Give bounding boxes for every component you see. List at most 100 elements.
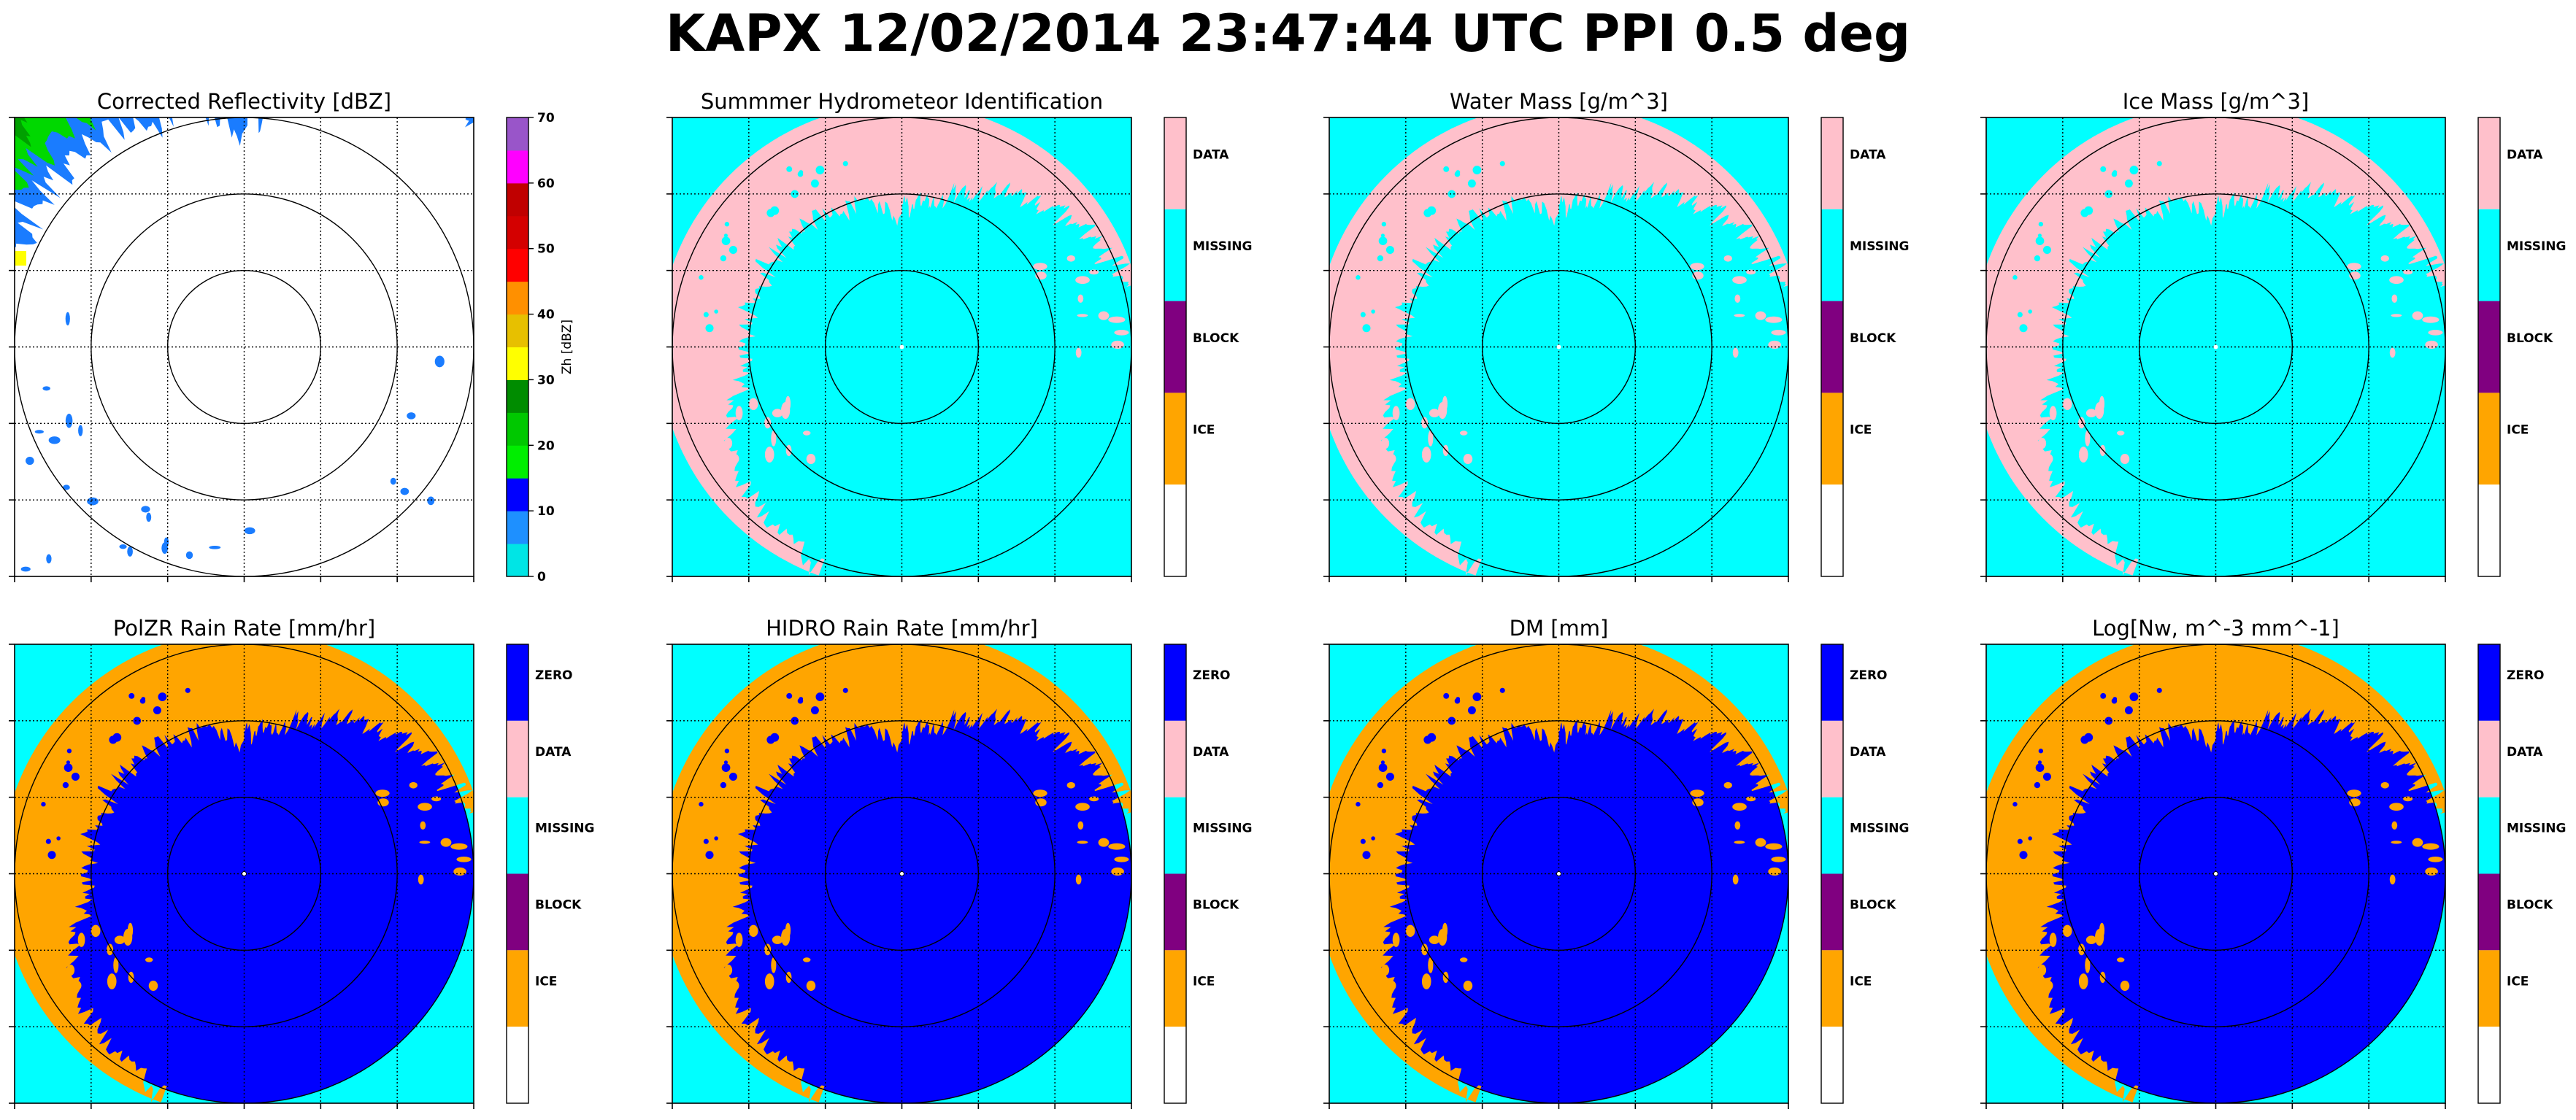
echo-gap	[2129, 166, 2139, 174]
echo-speckle	[2095, 401, 2104, 420]
echo-speckle	[1114, 329, 1129, 336]
echo-gap	[2080, 735, 2089, 744]
plot-background	[15, 117, 474, 576]
colorbar-segment	[507, 182, 528, 217]
colorbar-category-label: MISSING	[1193, 822, 1252, 836]
echo-speckle	[2049, 406, 2057, 420]
echo-speckle	[2347, 263, 2361, 271]
echo-gap	[56, 836, 61, 841]
echo-speckle	[748, 398, 758, 411]
echo-gap	[1385, 772, 1394, 781]
echo-gap	[2034, 255, 2041, 262]
panel-title: PolZR Rain Rate [mm/hr]	[113, 616, 375, 641]
colorbar-frame	[506, 644, 529, 1104]
radar-site-marker	[1556, 871, 1561, 876]
colorbar-tick-label: 20	[537, 439, 555, 453]
colorbar-category-label: BLOCK	[2507, 897, 2553, 912]
echo-gap	[2035, 763, 2045, 772]
echo-gap	[815, 692, 825, 701]
echo-gap	[699, 802, 704, 807]
echo-gap	[2012, 275, 2018, 280]
panel-title: Corrected Reflectivity [dBZ]	[97, 89, 391, 114]
echo-gap	[1423, 209, 1432, 217]
echo-speckle	[735, 932, 743, 947]
echo-speckle	[42, 386, 50, 391]
echo-speckle	[1066, 781, 1075, 789]
echo-speckle	[185, 551, 193, 560]
colorbar: DATA MISSING BLOCK ICE	[1164, 117, 1252, 577]
echo-speckle	[65, 413, 73, 428]
echo-speckle	[2425, 340, 2438, 349]
echo-speckle	[1771, 329, 1786, 336]
echo-gap	[2104, 717, 2113, 725]
echo-speckle	[2391, 841, 2402, 844]
echo-speckle	[1459, 430, 1468, 436]
echo-gap	[2124, 179, 2133, 188]
echo-gap	[1362, 851, 1371, 860]
colorbar-segment	[1164, 393, 1186, 485]
echo-gap	[1371, 309, 1375, 314]
echo-speckle	[1114, 856, 1129, 862]
echo-speckle	[2403, 796, 2413, 802]
colorbar-segment	[2478, 797, 2500, 874]
echo-speckle	[2391, 821, 2398, 830]
colorbar-category-label: ZERO	[1193, 668, 1230, 683]
echo-gap	[797, 698, 804, 704]
echo-gap	[158, 692, 167, 701]
echo-speckle	[806, 454, 816, 465]
colorbar-category-label: BLOCK	[535, 897, 582, 912]
echo-speckle	[2095, 928, 2104, 946]
echo-gap	[2034, 781, 2041, 789]
colorbar-category-label: DATA	[1193, 745, 1229, 760]
range-ring	[166, 269, 322, 425]
echo-speckle	[2120, 981, 2130, 992]
panel-title: DM [mm]	[1510, 616, 1609, 641]
echo-gap	[2156, 161, 2162, 166]
echo-speckle	[2389, 347, 2396, 358]
panel-5: PolZR Rain Rate [mm/hr] ZERO DATA MISSING BL…	[9, 616, 594, 1109]
echo-speckle	[718, 968, 723, 973]
echo-speckle	[1690, 263, 1704, 271]
echo-speckle	[1732, 803, 1747, 811]
echo-speckle	[1438, 401, 1447, 420]
echo-gap	[810, 179, 819, 188]
echo-gap	[1447, 190, 1456, 198]
colorbar-category-label: MISSING	[535, 822, 594, 836]
echo-speckle	[72, 980, 82, 991]
echo-speckle	[418, 874, 424, 885]
echo-gap	[2017, 312, 2023, 317]
echo-speckle	[1421, 447, 1431, 463]
echo-region	[1558, 644, 1788, 814]
range-ring	[1405, 720, 1712, 1027]
echo-gap	[2038, 749, 2044, 754]
echo-speckle	[127, 546, 133, 557]
echo-speckle	[1108, 316, 1126, 323]
echo-gap	[720, 781, 727, 789]
echo-speckle	[1768, 867, 1781, 876]
echo-speckle	[2044, 453, 2053, 464]
echo-speckle	[2078, 943, 2085, 956]
colorbar-frame	[1820, 117, 1844, 577]
range-ring	[2062, 720, 2369, 1027]
echo-speckle	[802, 957, 811, 962]
range-ring	[166, 796, 322, 951]
echo-speckle	[48, 436, 61, 444]
colorbar-frame	[506, 117, 529, 577]
echo-gap	[1454, 171, 1461, 177]
echo-gap	[1472, 166, 1482, 174]
echo-gap	[810, 706, 819, 714]
echo-gap	[139, 698, 146, 704]
echo-gap	[2111, 698, 2118, 704]
colorbar-segment	[1821, 484, 1843, 576]
echo-gap	[2019, 851, 2028, 860]
colorbar-segment	[1821, 393, 1843, 485]
echo-speckle	[1765, 843, 1783, 850]
colorbar-segment	[1164, 797, 1186, 874]
echo-gap	[1385, 245, 1394, 255]
echo-speckle	[1429, 935, 1440, 944]
colorbar: ZERO DATA MISSING BLOCK ICE	[506, 644, 594, 1104]
colorbar-segment	[2478, 873, 2500, 951]
colorbar-category-label: MISSING	[1850, 822, 1909, 836]
echo-speckle	[1375, 968, 1380, 973]
